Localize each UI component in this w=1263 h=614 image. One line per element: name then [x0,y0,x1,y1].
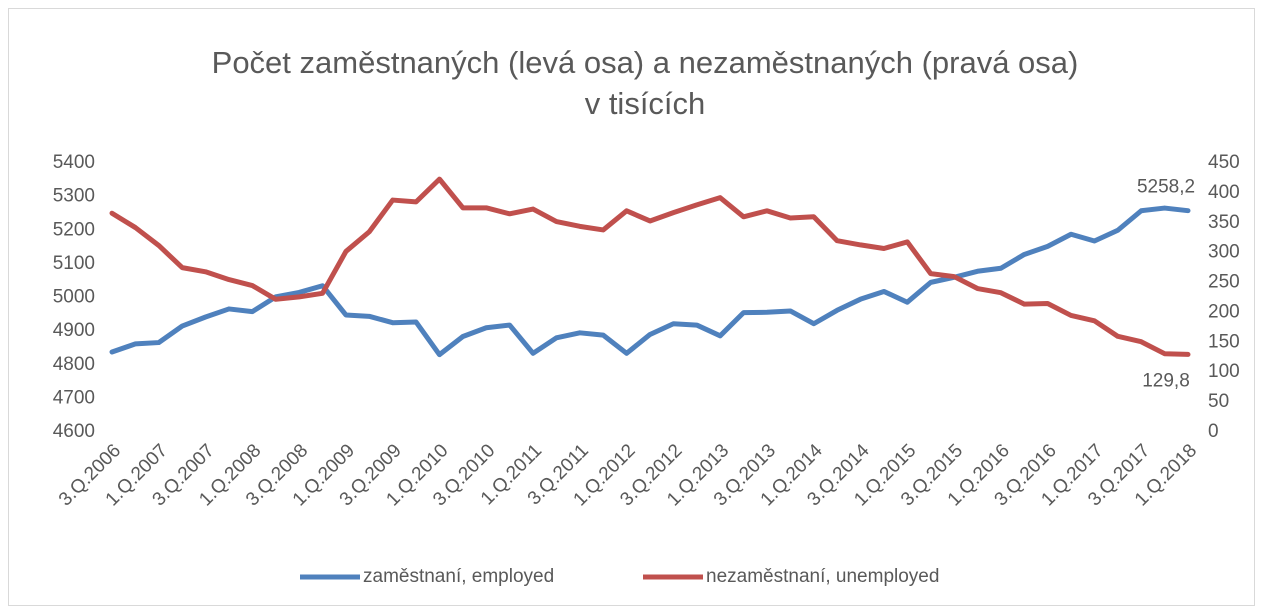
y-tick-label: 5400 [53,152,95,173]
y2-tick-label: 300 [1208,242,1240,263]
legend-label: nezaměstnaní, unemployed [706,566,939,587]
chart-title: Počet zaměstnaných (levá osa) a nezaměst… [212,45,1079,80]
data-label: 129,8 [1142,370,1190,391]
data-label: 5258,2 [1137,177,1195,198]
y-tick-label: 5300 [53,186,95,207]
y2-tick-label: 200 [1208,301,1240,322]
y-tick-label: 5000 [53,287,95,308]
y2-tick-label: 0 [1208,421,1219,442]
y2-tick-label: 250 [1208,272,1240,293]
y2-tick-label: 350 [1208,212,1240,233]
y-tick-label: 4900 [53,320,95,341]
y-tick-label: 5200 [53,219,95,240]
series-line [109,205,1191,358]
y2-tick-label: 400 [1208,182,1240,203]
chart-subtitle: v tisících [585,86,706,121]
legend-label: zaměstnaní, employed [363,566,554,587]
y-tick-label: 4800 [53,354,95,375]
series-line [109,176,1191,357]
y2-tick-label: 450 [1208,152,1240,173]
y2-tick-label: 100 [1208,361,1240,382]
y2-tick-label: 150 [1208,331,1240,352]
y-tick-label: 5100 [53,253,95,274]
y2-tick-label: 50 [1208,391,1229,412]
chart-border [8,8,1255,606]
y-tick-label: 4700 [53,387,95,408]
y-tick-label: 4600 [53,421,95,442]
